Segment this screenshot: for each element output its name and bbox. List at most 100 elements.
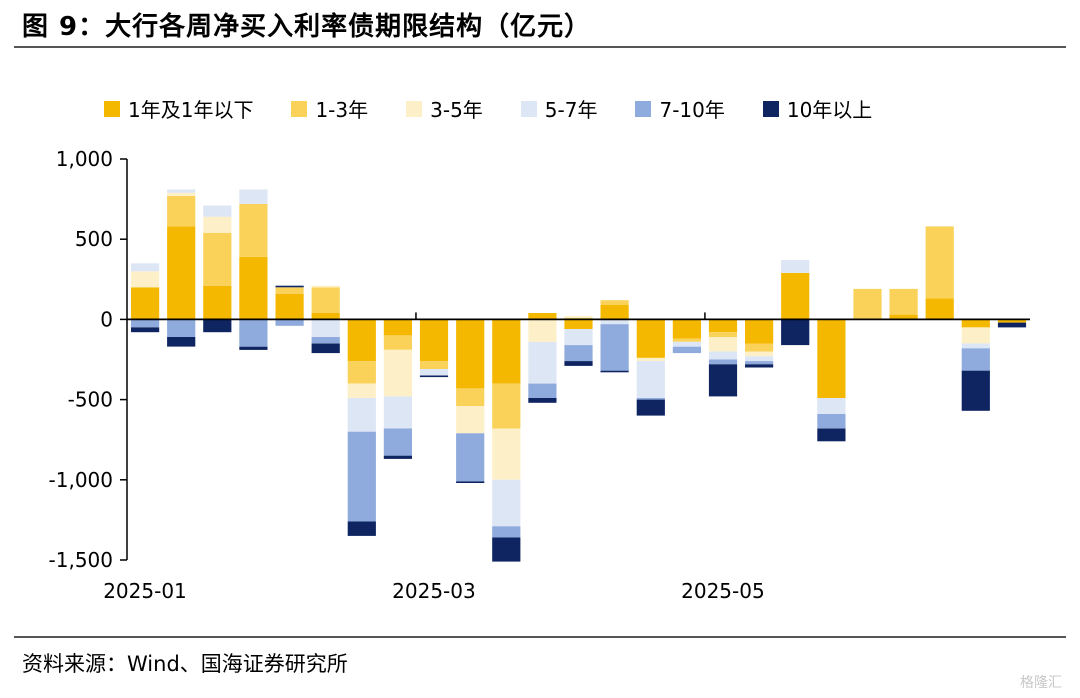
bar-segment bbox=[817, 319, 846, 398]
bar-segment bbox=[781, 272, 810, 320]
bar-segment bbox=[419, 375, 449, 378]
bar-segment bbox=[600, 300, 629, 305]
bar-segment bbox=[383, 319, 412, 336]
bar-segment bbox=[600, 370, 629, 373]
bar-segment bbox=[528, 313, 557, 320]
bar-segment bbox=[492, 479, 521, 527]
bar-segment bbox=[600, 319, 629, 325]
bar-segment bbox=[708, 359, 738, 365]
bar-segment bbox=[492, 383, 521, 429]
bar-segment bbox=[600, 305, 629, 320]
chart-legend: 1年及1年以下 1-3年 3-5年 5-7年 7-10年 10年以上 bbox=[104, 94, 872, 123]
bar-segment bbox=[889, 288, 918, 315]
bar-segment bbox=[311, 319, 340, 337]
bar-segment bbox=[347, 431, 376, 522]
bar-segment bbox=[347, 383, 376, 398]
bar-segment bbox=[167, 319, 196, 337]
legend-label: 1-3年 bbox=[315, 98, 369, 122]
bar-segment bbox=[564, 345, 593, 362]
bar-segment bbox=[311, 285, 340, 288]
bar-segment bbox=[636, 398, 665, 400]
bar-segment bbox=[564, 329, 593, 345]
bar-segment bbox=[419, 319, 449, 362]
bar-segment bbox=[239, 189, 268, 204]
bar-segment bbox=[167, 192, 196, 196]
bar-segment bbox=[708, 337, 738, 352]
bar-segment bbox=[275, 287, 304, 294]
bar-segment bbox=[419, 369, 449, 376]
bar-segment bbox=[636, 357, 665, 362]
bar-segment bbox=[636, 399, 665, 416]
bar-segment bbox=[528, 383, 557, 398]
x-tick-label: 2025-05 bbox=[681, 579, 765, 603]
bar-segment bbox=[311, 313, 340, 320]
y-tick-label: -500 bbox=[68, 388, 113, 412]
bar-segment bbox=[853, 288, 882, 320]
bar-segment bbox=[419, 361, 449, 370]
bar-segment bbox=[817, 414, 846, 429]
bar-segment bbox=[492, 319, 521, 384]
y-tick-label: 1,000 bbox=[56, 147, 113, 171]
bar-segment bbox=[817, 398, 846, 414]
bar-segment bbox=[347, 521, 376, 536]
legend-swatch bbox=[291, 100, 308, 117]
bar-segment bbox=[961, 343, 990, 349]
bar-segment bbox=[203, 205, 232, 217]
bar-segment bbox=[672, 319, 701, 339]
y-tick-label: 0 bbox=[100, 307, 113, 331]
bar-segment bbox=[456, 319, 485, 389]
bar-segment bbox=[275, 285, 304, 288]
legend-label: 1年及1年以下 bbox=[128, 98, 254, 122]
bar-segment bbox=[745, 343, 774, 352]
bar-segment bbox=[131, 319, 160, 328]
bar-segment bbox=[131, 271, 160, 288]
bar-segment bbox=[708, 364, 738, 397]
x-tick-label: 2025-01 bbox=[103, 579, 187, 603]
bar-segment bbox=[745, 364, 774, 368]
bar-segment bbox=[925, 226, 954, 299]
bar-segment bbox=[167, 226, 196, 320]
bar-segment bbox=[383, 428, 412, 456]
bar-segment bbox=[961, 370, 990, 411]
bar-segment bbox=[456, 388, 485, 406]
chart-title: 图 9：大行各周净买入利率债期限结构（亿元） bbox=[22, 12, 592, 42]
bar-segment bbox=[311, 287, 340, 313]
bar-segment bbox=[997, 319, 1027, 323]
bar-segment bbox=[925, 298, 954, 320]
bar-segment bbox=[383, 396, 412, 429]
legend-item: 3-5年 bbox=[406, 94, 483, 123]
bar-segment bbox=[564, 319, 593, 329]
bar-segment bbox=[383, 455, 412, 459]
bar-segment bbox=[528, 319, 557, 342]
legend-item: 1年及1年以下 bbox=[104, 94, 253, 123]
legend-swatch bbox=[520, 100, 537, 117]
bar-segment bbox=[203, 216, 232, 233]
bar-segment bbox=[636, 361, 665, 398]
bar-segment bbox=[600, 324, 629, 371]
bar-segment bbox=[528, 398, 557, 403]
bar-segment bbox=[347, 319, 376, 362]
legend-swatch bbox=[635, 100, 652, 117]
bar-segment bbox=[131, 263, 160, 272]
source-note: 资料来源：Wind、国海证券研究所 bbox=[22, 652, 348, 676]
bar-segment bbox=[781, 319, 810, 346]
legend-label: 3-5年 bbox=[430, 98, 483, 122]
bar-segment bbox=[131, 287, 160, 320]
bar-segment bbox=[781, 260, 810, 273]
bar-segment bbox=[203, 319, 232, 333]
bar-segment bbox=[311, 337, 340, 344]
bar-segment bbox=[528, 341, 557, 384]
legend-swatch bbox=[104, 100, 120, 117]
bar-segment bbox=[383, 349, 412, 397]
y-tick-label: -1,500 bbox=[49, 548, 113, 572]
bar-segment bbox=[672, 338, 701, 342]
legend-label: 10年以上 bbox=[786, 98, 873, 122]
bar-segment bbox=[961, 319, 990, 328]
legend-item: 1-3年 bbox=[291, 94, 368, 123]
bar-segment bbox=[456, 433, 485, 482]
bar-segment bbox=[203, 232, 232, 286]
legend-item: 5-7年 bbox=[520, 94, 597, 123]
bar-segment bbox=[492, 526, 521, 538]
bar-segment bbox=[167, 195, 196, 227]
